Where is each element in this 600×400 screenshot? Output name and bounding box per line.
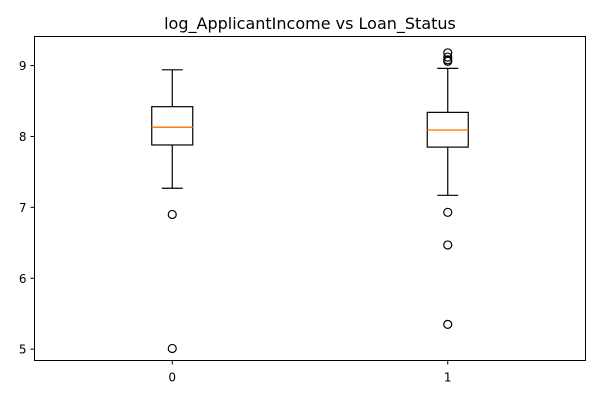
- outlier-point: [443, 319, 453, 329]
- y-tick-label: 9: [19, 59, 27, 73]
- box-group-1: [426, 48, 469, 329]
- y-tick-label: 6: [19, 272, 27, 286]
- outlier-point: [443, 240, 453, 250]
- iqr-box: [151, 106, 194, 146]
- box-group-0: [151, 69, 194, 354]
- y-axis: 5 6 7 8 9: [19, 59, 35, 357]
- plot-area: [151, 48, 469, 354]
- outlier-point: [443, 52, 453, 62]
- outlier-point: [167, 209, 177, 220]
- chart-title: log_ApplicantIncome vs Loan_Status: [164, 14, 456, 34]
- y-tick-label: 5: [19, 343, 27, 357]
- y-tick-label: 7: [19, 201, 27, 215]
- y-tick-label: 8: [19, 130, 27, 144]
- outlier-point: [443, 55, 453, 65]
- outlier-point: [167, 343, 177, 354]
- x-tick-label: 0: [168, 371, 176, 385]
- axes-frame: [34, 36, 586, 361]
- x-tick-label: 1: [444, 371, 452, 385]
- outlier-point: [443, 48, 453, 58]
- outlier-point: [443, 207, 453, 217]
